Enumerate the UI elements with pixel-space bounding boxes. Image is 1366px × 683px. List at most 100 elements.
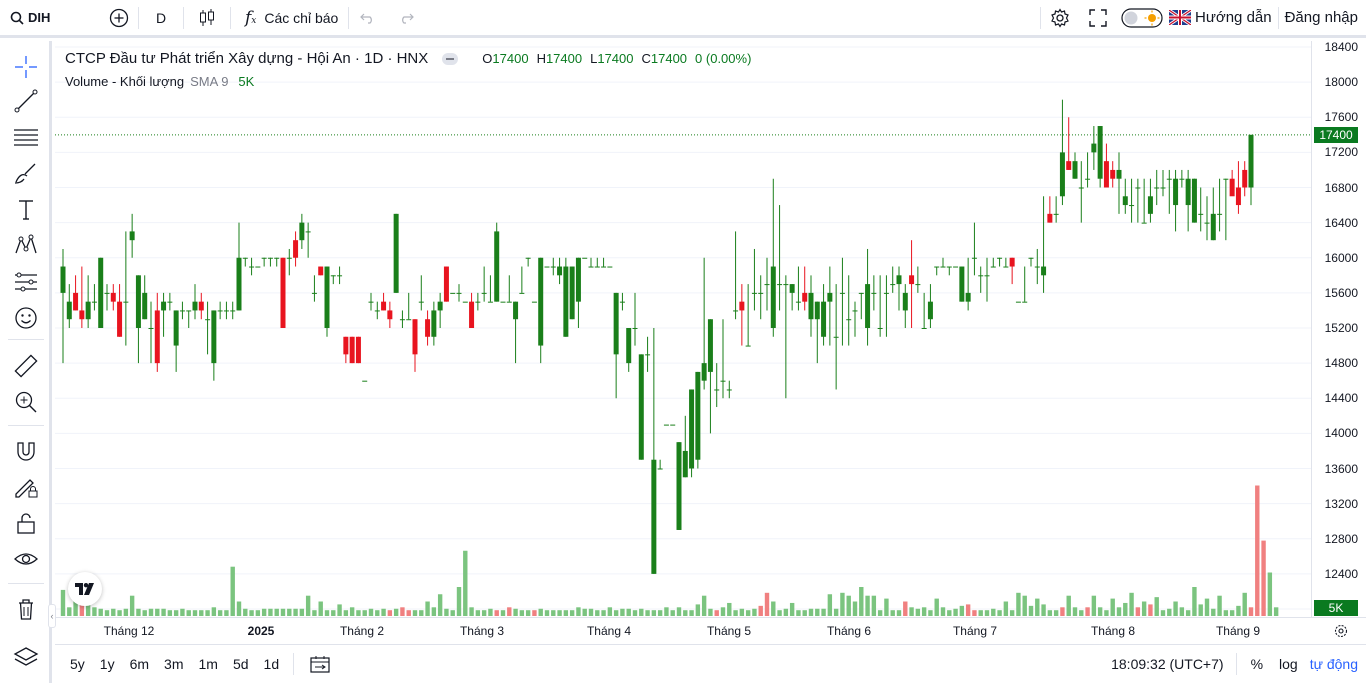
auto-toggle[interactable]: tự động bbox=[1309, 656, 1358, 672]
compare-button[interactable] bbox=[100, 0, 138, 37]
redo-button[interactable] bbox=[387, 0, 425, 37]
candle-body bbox=[1191, 178, 1197, 223]
candle-body bbox=[1166, 178, 1172, 180]
collapse-toolbar-handle[interactable]: ‹ bbox=[48, 604, 56, 628]
volume-bar bbox=[978, 610, 983, 616]
guide-button[interactable]: Hướng dẫn bbox=[1167, 0, 1278, 37]
volume-bar bbox=[1160, 610, 1166, 616]
candle-body bbox=[73, 292, 79, 311]
fullscreen-button[interactable] bbox=[1079, 0, 1117, 37]
candle-body bbox=[173, 310, 179, 346]
candle-body bbox=[337, 275, 343, 277]
candle-body bbox=[462, 301, 468, 303]
candle-body bbox=[293, 240, 299, 258]
object-tree-tool[interactable] bbox=[10, 641, 42, 673]
chart-type-button[interactable] bbox=[184, 0, 230, 37]
forecast-tool[interactable] bbox=[10, 266, 42, 298]
tradingview-logo[interactable] bbox=[68, 572, 102, 606]
settings-button[interactable] bbox=[1041, 0, 1079, 37]
add-circle-icon bbox=[109, 8, 129, 27]
volume-bar bbox=[312, 610, 317, 616]
ohlc-values: O17400 H17400 L17400 C17400 0 (0.00%) bbox=[482, 51, 751, 66]
fib-tool[interactable] bbox=[10, 121, 42, 153]
volume-bar bbox=[1097, 607, 1103, 616]
range-button-1m[interactable]: 1m bbox=[198, 656, 218, 672]
login-button[interactable]: Đăng nhập bbox=[1279, 0, 1366, 37]
trend-line-icon bbox=[14, 89, 38, 113]
percent-toggle[interactable]: % bbox=[1250, 656, 1264, 672]
volume-bar bbox=[362, 610, 367, 616]
volume-bar bbox=[997, 610, 1002, 616]
candle-body bbox=[770, 266, 776, 328]
symbol-search[interactable]: DIH bbox=[0, 0, 100, 37]
pattern-tool[interactable] bbox=[10, 230, 42, 262]
candle-body bbox=[538, 257, 544, 346]
interval-button[interactable]: D bbox=[139, 0, 183, 37]
range-button-5y[interactable]: 5y bbox=[70, 656, 85, 672]
volume-bar bbox=[827, 594, 833, 616]
volume-bar bbox=[657, 610, 663, 616]
trend-line-tool[interactable] bbox=[10, 85, 42, 117]
lock-drawing-tool[interactable] bbox=[10, 471, 42, 503]
time-axis[interactable]: Tháng 12 2025 Tháng 2 Tháng 3 Tháng 4 Tháng 5… bbox=[55, 617, 1366, 643]
candle-body bbox=[934, 266, 940, 268]
candle-body bbox=[890, 284, 896, 286]
theme-toggle[interactable] bbox=[1117, 0, 1167, 37]
layers-icon bbox=[13, 647, 39, 666]
candle-body bbox=[594, 266, 600, 268]
clock[interactable]: 18:09:32 (UTC+7) bbox=[1111, 656, 1224, 672]
volume-bar bbox=[337, 604, 342, 616]
candle-body bbox=[1072, 161, 1078, 179]
delete-tool[interactable] bbox=[10, 593, 42, 625]
axis-settings-icon[interactable] bbox=[1334, 624, 1348, 638]
candle-body bbox=[839, 292, 845, 294]
zoom-tool[interactable] bbox=[10, 386, 42, 418]
candle-body bbox=[104, 292, 110, 294]
candle-body bbox=[387, 310, 393, 320]
volume-bar bbox=[85, 604, 91, 616]
volume-bar bbox=[419, 610, 424, 616]
magnet-icon bbox=[17, 442, 35, 461]
volume-bar bbox=[444, 608, 449, 616]
price-chart[interactable] bbox=[55, 41, 1311, 617]
magnet-tool[interactable] bbox=[10, 435, 42, 467]
legend-collapse-icon[interactable] bbox=[442, 52, 459, 65]
candle-body bbox=[902, 292, 908, 311]
candle-body bbox=[443, 266, 449, 302]
undo-button[interactable] bbox=[349, 0, 387, 37]
candle-body bbox=[1116, 169, 1122, 179]
candle-body bbox=[808, 292, 814, 320]
volume-bar bbox=[450, 610, 455, 616]
candle-body bbox=[154, 310, 160, 364]
crosshair-icon bbox=[15, 56, 37, 78]
text-tool[interactable] bbox=[10, 194, 42, 226]
range-button-1y[interactable]: 1y bbox=[99, 656, 115, 672]
log-toggle[interactable]: log bbox=[1279, 656, 1298, 672]
measure-tool[interactable] bbox=[10, 350, 42, 382]
range-button-3m[interactable]: 3m bbox=[164, 656, 184, 672]
redo-icon bbox=[402, 13, 415, 24]
range-button-5d[interactable]: 5d bbox=[232, 656, 249, 672]
range-button-6m[interactable]: 6m bbox=[129, 656, 150, 672]
volume-bar bbox=[588, 608, 594, 616]
crosshair-tool[interactable] bbox=[10, 51, 42, 83]
time-tick-label: Tháng 8 bbox=[1090, 624, 1136, 638]
candle-body bbox=[789, 284, 795, 293]
volume-bar bbox=[475, 610, 481, 616]
volume-bar bbox=[1204, 598, 1210, 616]
volume-bar bbox=[1053, 610, 1059, 616]
brush-tool[interactable] bbox=[10, 158, 42, 190]
emoji-tool[interactable] bbox=[10, 302, 42, 334]
price-axis[interactable]: 18400 18000 17600 17200 16800 16400 16000 15600… bbox=[1311, 40, 1366, 617]
time-tick-label: Tháng 9 bbox=[1215, 624, 1261, 638]
range-button-1d[interactable]: 1d bbox=[263, 656, 280, 672]
volume-tag: 5K bbox=[1314, 600, 1358, 616]
candle-body bbox=[349, 336, 355, 364]
candle-body bbox=[519, 292, 525, 294]
visibility-tool[interactable] bbox=[10, 543, 42, 575]
indicators-button[interactable]: fx Các chỉ báo bbox=[231, 0, 348, 37]
candle-body bbox=[701, 363, 707, 381]
lock-all-tool[interactable] bbox=[10, 507, 42, 539]
date-range-button[interactable] bbox=[300, 655, 340, 673]
volume-bar bbox=[111, 608, 116, 616]
